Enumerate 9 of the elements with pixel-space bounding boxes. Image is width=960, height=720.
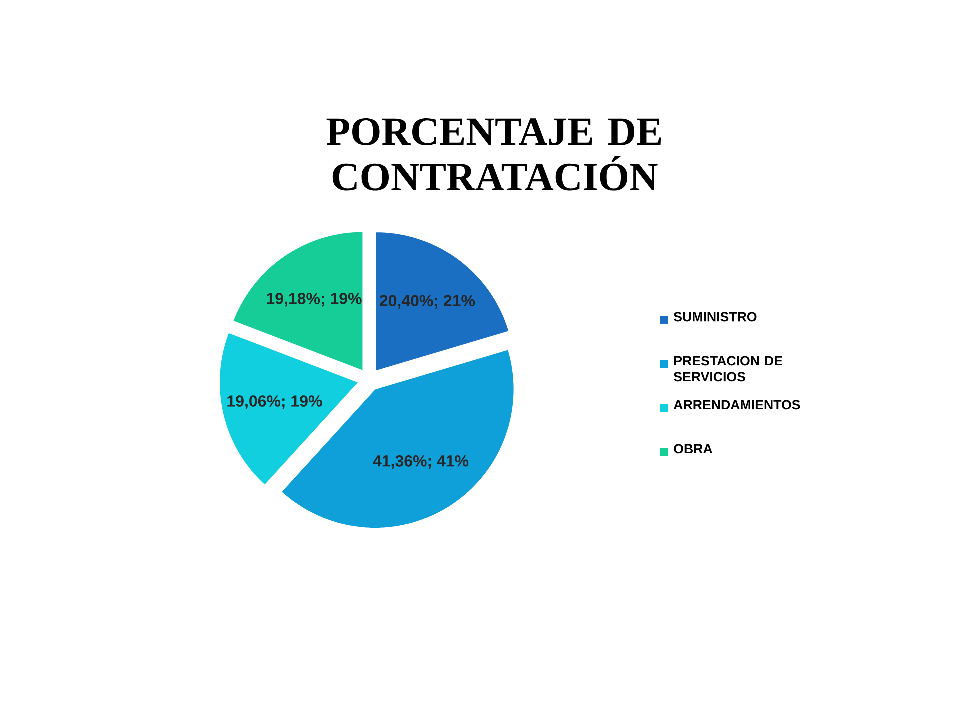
legend-label: PRESTACION DE SERVICIOS: [674, 356, 782, 382]
data-label: 20,40%; 21%: [380, 295, 476, 309]
data-label: 41,36%; 41%: [373, 456, 469, 470]
legend-label: OBRA: [674, 444, 713, 454]
chart-title: PORCENTAJE DE CONTRATACIÓN: [326, 118, 662, 191]
legend-label: ARRENDAMIENTOS: [674, 400, 800, 410]
legend-label: SUMINISTRO: [674, 312, 757, 322]
data-label: 19,18%; 19%: [267, 293, 362, 307]
data-label: 19,06%; 19%: [228, 396, 322, 410]
